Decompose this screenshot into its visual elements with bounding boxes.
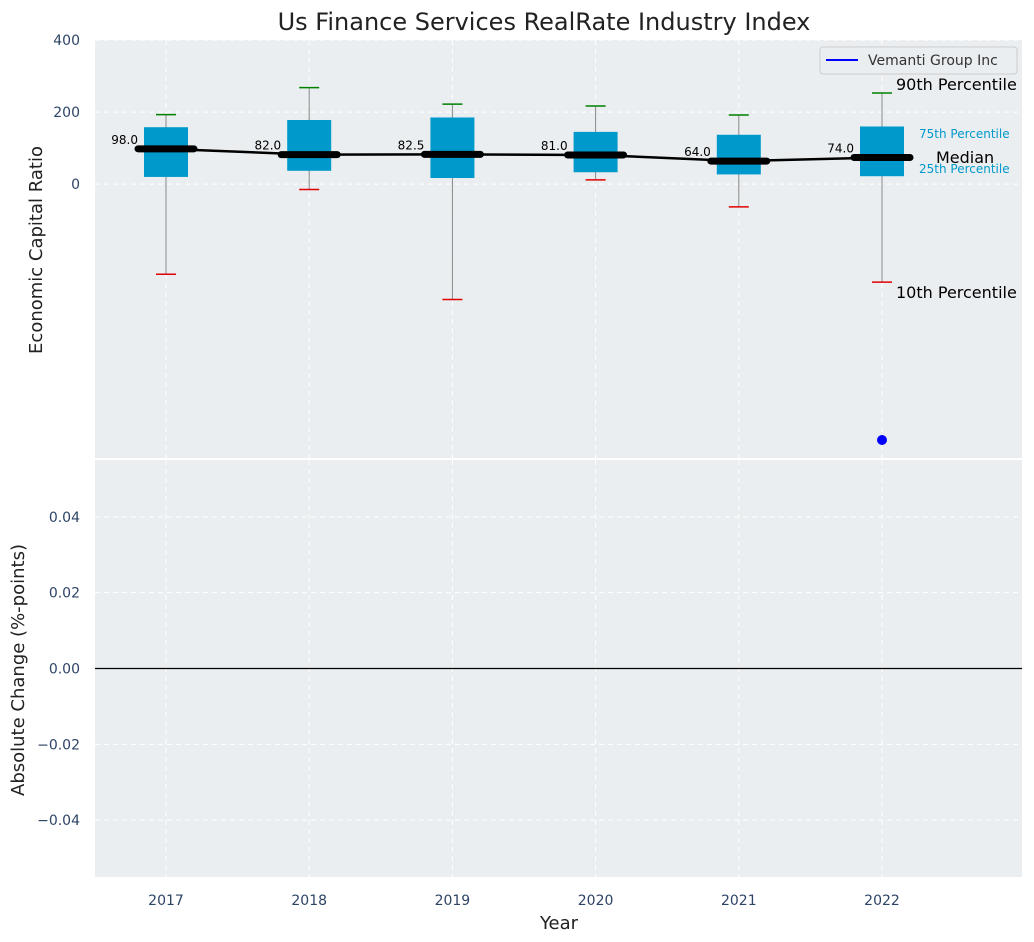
box-2018 [287, 86, 332, 191]
x-tick: 2022 [864, 893, 900, 909]
x-axis-label: Year [539, 913, 579, 934]
bottom-y-tick: 0.04 [49, 510, 80, 526]
bottom-y-tick: 0.02 [49, 586, 80, 602]
bottom-y-tick: 0.00 [49, 662, 80, 678]
iqr-box [860, 126, 904, 177]
median-value-label: 82.5 [398, 138, 425, 152]
x-tick: 2020 [578, 893, 614, 909]
legend-label-vemanti: Vemanti Group Inc [868, 53, 998, 69]
x-tick: 2021 [721, 893, 757, 909]
top-y-tick: 0 [71, 177, 80, 193]
median-value-labels: 98.0 82.0 82.5 81.0 64.0 74.0 [111, 133, 854, 159]
top-plot-area [95, 40, 1022, 458]
p90-annotation: 90th Percentile [896, 75, 1017, 94]
bottom-y-axis-label: Absolute Change (%-points) [8, 544, 29, 796]
x-tick-labels: 2017 2018 2019 2020 2021 2022 [148, 893, 900, 909]
bottom-y-tick: −0.04 [37, 813, 80, 829]
chart-title: Us Finance Services RealRate Industry In… [278, 8, 811, 36]
p25-annotation: 25th Percentile [919, 162, 1010, 176]
median-annotation: Median [936, 148, 994, 167]
top-y-tick: 400 [53, 33, 80, 49]
top-panel: 0 200 400 Economic Capital Ratio 98.0 82.0 8… [26, 33, 1022, 458]
company-point-2022 [877, 434, 887, 445]
box-2021 [716, 114, 761, 208]
median-value-label: 64.0 [684, 145, 711, 159]
legend: Vemanti Group Inc [819, 46, 1018, 75]
median-value-label: 81.0 [541, 139, 568, 153]
bottom-panel: 0.040.020.00−0.02−0.04 2017 2018 2019 2020 2… [8, 460, 1022, 934]
median-value-label: 82.0 [254, 139, 281, 153]
top-y-tick-labels: 0 200 400 [53, 33, 80, 193]
p75-annotation: 75th Percentile [919, 127, 1010, 141]
median-value-label: 98.0 [111, 133, 138, 147]
median-marks [134, 145, 914, 165]
bottom-y-tick: −0.02 [37, 737, 80, 753]
p10-annotation: 10th Percentile [896, 283, 1017, 302]
x-tick: 2019 [435, 893, 471, 909]
legend-box [819, 46, 1018, 75]
box-2022 [860, 92, 904, 283]
iqr-box [287, 119, 332, 171]
top-y-tick: 200 [53, 105, 80, 121]
bottom-y-tick-labels: 0.04 0.02 0.00 −0.02 −0.04 [37, 510, 80, 829]
box-2019 [430, 103, 475, 301]
median-value-label: 74.0 [827, 141, 854, 155]
x-tick: 2017 [148, 893, 184, 909]
iqr-box [716, 134, 761, 175]
iqr-box [430, 117, 475, 179]
x-tick: 2018 [291, 893, 327, 909]
top-y-axis-label: Economic Capital Ratio [26, 146, 47, 354]
